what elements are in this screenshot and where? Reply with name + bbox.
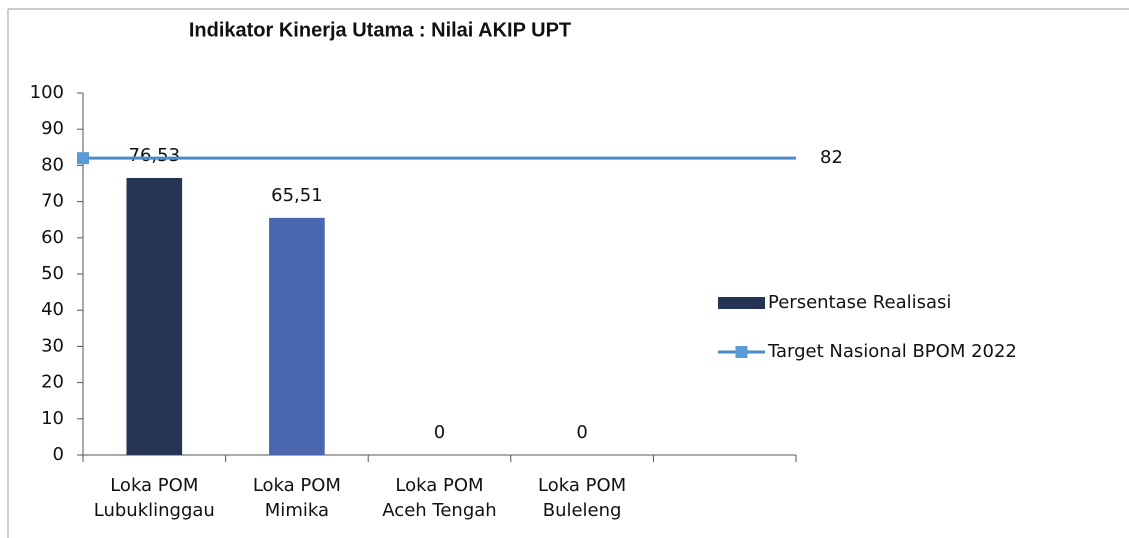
y-tick-label: 60 xyxy=(41,227,64,248)
bar xyxy=(269,217,325,455)
y-tick-label: 0 xyxy=(53,444,64,465)
chart-title: Indikator Kinerja Utama : Nilai AKIP UPT xyxy=(189,19,571,41)
data-label: 0 xyxy=(576,422,587,443)
legend-item: Target Nasional BPOM 2022 xyxy=(718,341,1017,362)
y-tick-label: 90 xyxy=(41,118,64,139)
y-tick-label: 70 xyxy=(41,191,64,212)
x-tick-label: Loka POM xyxy=(395,475,483,496)
x-tick-label: Loka POM xyxy=(110,475,198,496)
y-tick-label: 80 xyxy=(41,154,64,175)
y-tick-label: 100 xyxy=(30,82,64,103)
legend-swatch xyxy=(718,297,765,309)
legend-marker xyxy=(735,346,748,358)
x-tick-label: Loka POM xyxy=(253,475,341,496)
data-label: 76,53 xyxy=(129,145,181,166)
data-label: 65,51 xyxy=(271,185,323,206)
legend-label: Persentase Realisasi xyxy=(768,292,951,313)
x-tick-label: Aceh Tengah xyxy=(382,500,496,521)
y-tick-label: 40 xyxy=(41,299,64,320)
target-marker xyxy=(77,152,89,165)
bar xyxy=(126,177,183,455)
x-tick-label: Loka POM xyxy=(538,475,626,496)
x-tick-label: Mimika xyxy=(265,500,329,521)
legend-label: Target Nasional BPOM 2022 xyxy=(767,341,1017,362)
y-tick-label: 20 xyxy=(41,372,64,393)
data-label: 0 xyxy=(434,422,445,443)
y-tick-label: 10 xyxy=(41,408,64,429)
legend-item: Persentase Realisasi xyxy=(718,292,951,313)
target-label: 82 xyxy=(820,147,843,168)
x-tick-label: Buleleng xyxy=(543,500,622,521)
x-tick-label: Lubuklinggau xyxy=(94,500,215,521)
y-tick-label: 30 xyxy=(41,335,64,356)
y-tick-label: 50 xyxy=(41,263,64,284)
